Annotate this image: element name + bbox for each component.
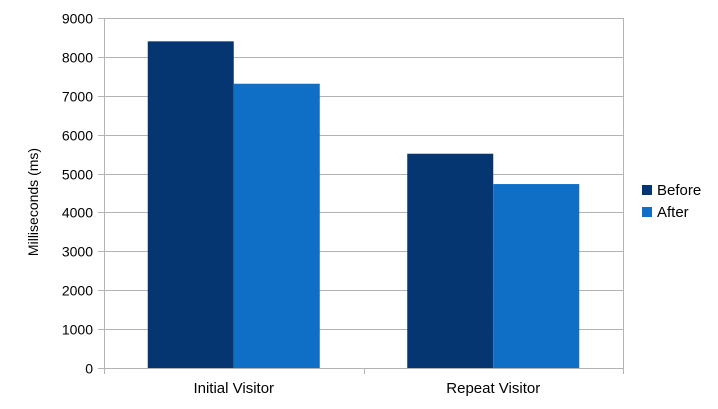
legend: Before After: [642, 182, 701, 221]
legend-swatch-after: [642, 207, 652, 217]
y-axis-title: Milliseconds (ms): [25, 148, 41, 256]
bar-before-repeat-visitor: [407, 153, 494, 368]
bar-after-initial-visitor: [233, 83, 320, 368]
y-tick-label: 0: [85, 361, 93, 377]
legend-label-before: Before: [657, 182, 701, 199]
bars: [147, 41, 580, 368]
bar-after-repeat-visitor: [493, 184, 580, 368]
bar-before-initial-visitor: [147, 41, 234, 368]
axes: [98, 18, 624, 374]
y-tick-label: 7000: [62, 89, 93, 105]
y-tick-label: 8000: [62, 50, 93, 66]
y-tick-label: 1000: [62, 322, 93, 338]
y-tick-label: 4000: [62, 205, 93, 221]
y-tick-label: 3000: [62, 244, 93, 260]
y-tick-label: 9000: [62, 11, 93, 27]
x-category-label: Repeat Visitor: [446, 380, 540, 397]
y-tick-label: 6000: [62, 128, 93, 144]
x-category-labels: Initial Visitor Repeat Visitor: [193, 380, 540, 397]
y-tick-labels: 0 1000 2000 3000 4000 5000 6000 7000 8000 9000: [62, 11, 93, 377]
legend-label-after: After: [657, 204, 689, 221]
y-tick-label: 5000: [62, 167, 93, 183]
x-category-label: Initial Visitor: [193, 380, 274, 397]
legend-swatch-before: [642, 185, 652, 195]
y-tick-label: 2000: [62, 283, 93, 299]
